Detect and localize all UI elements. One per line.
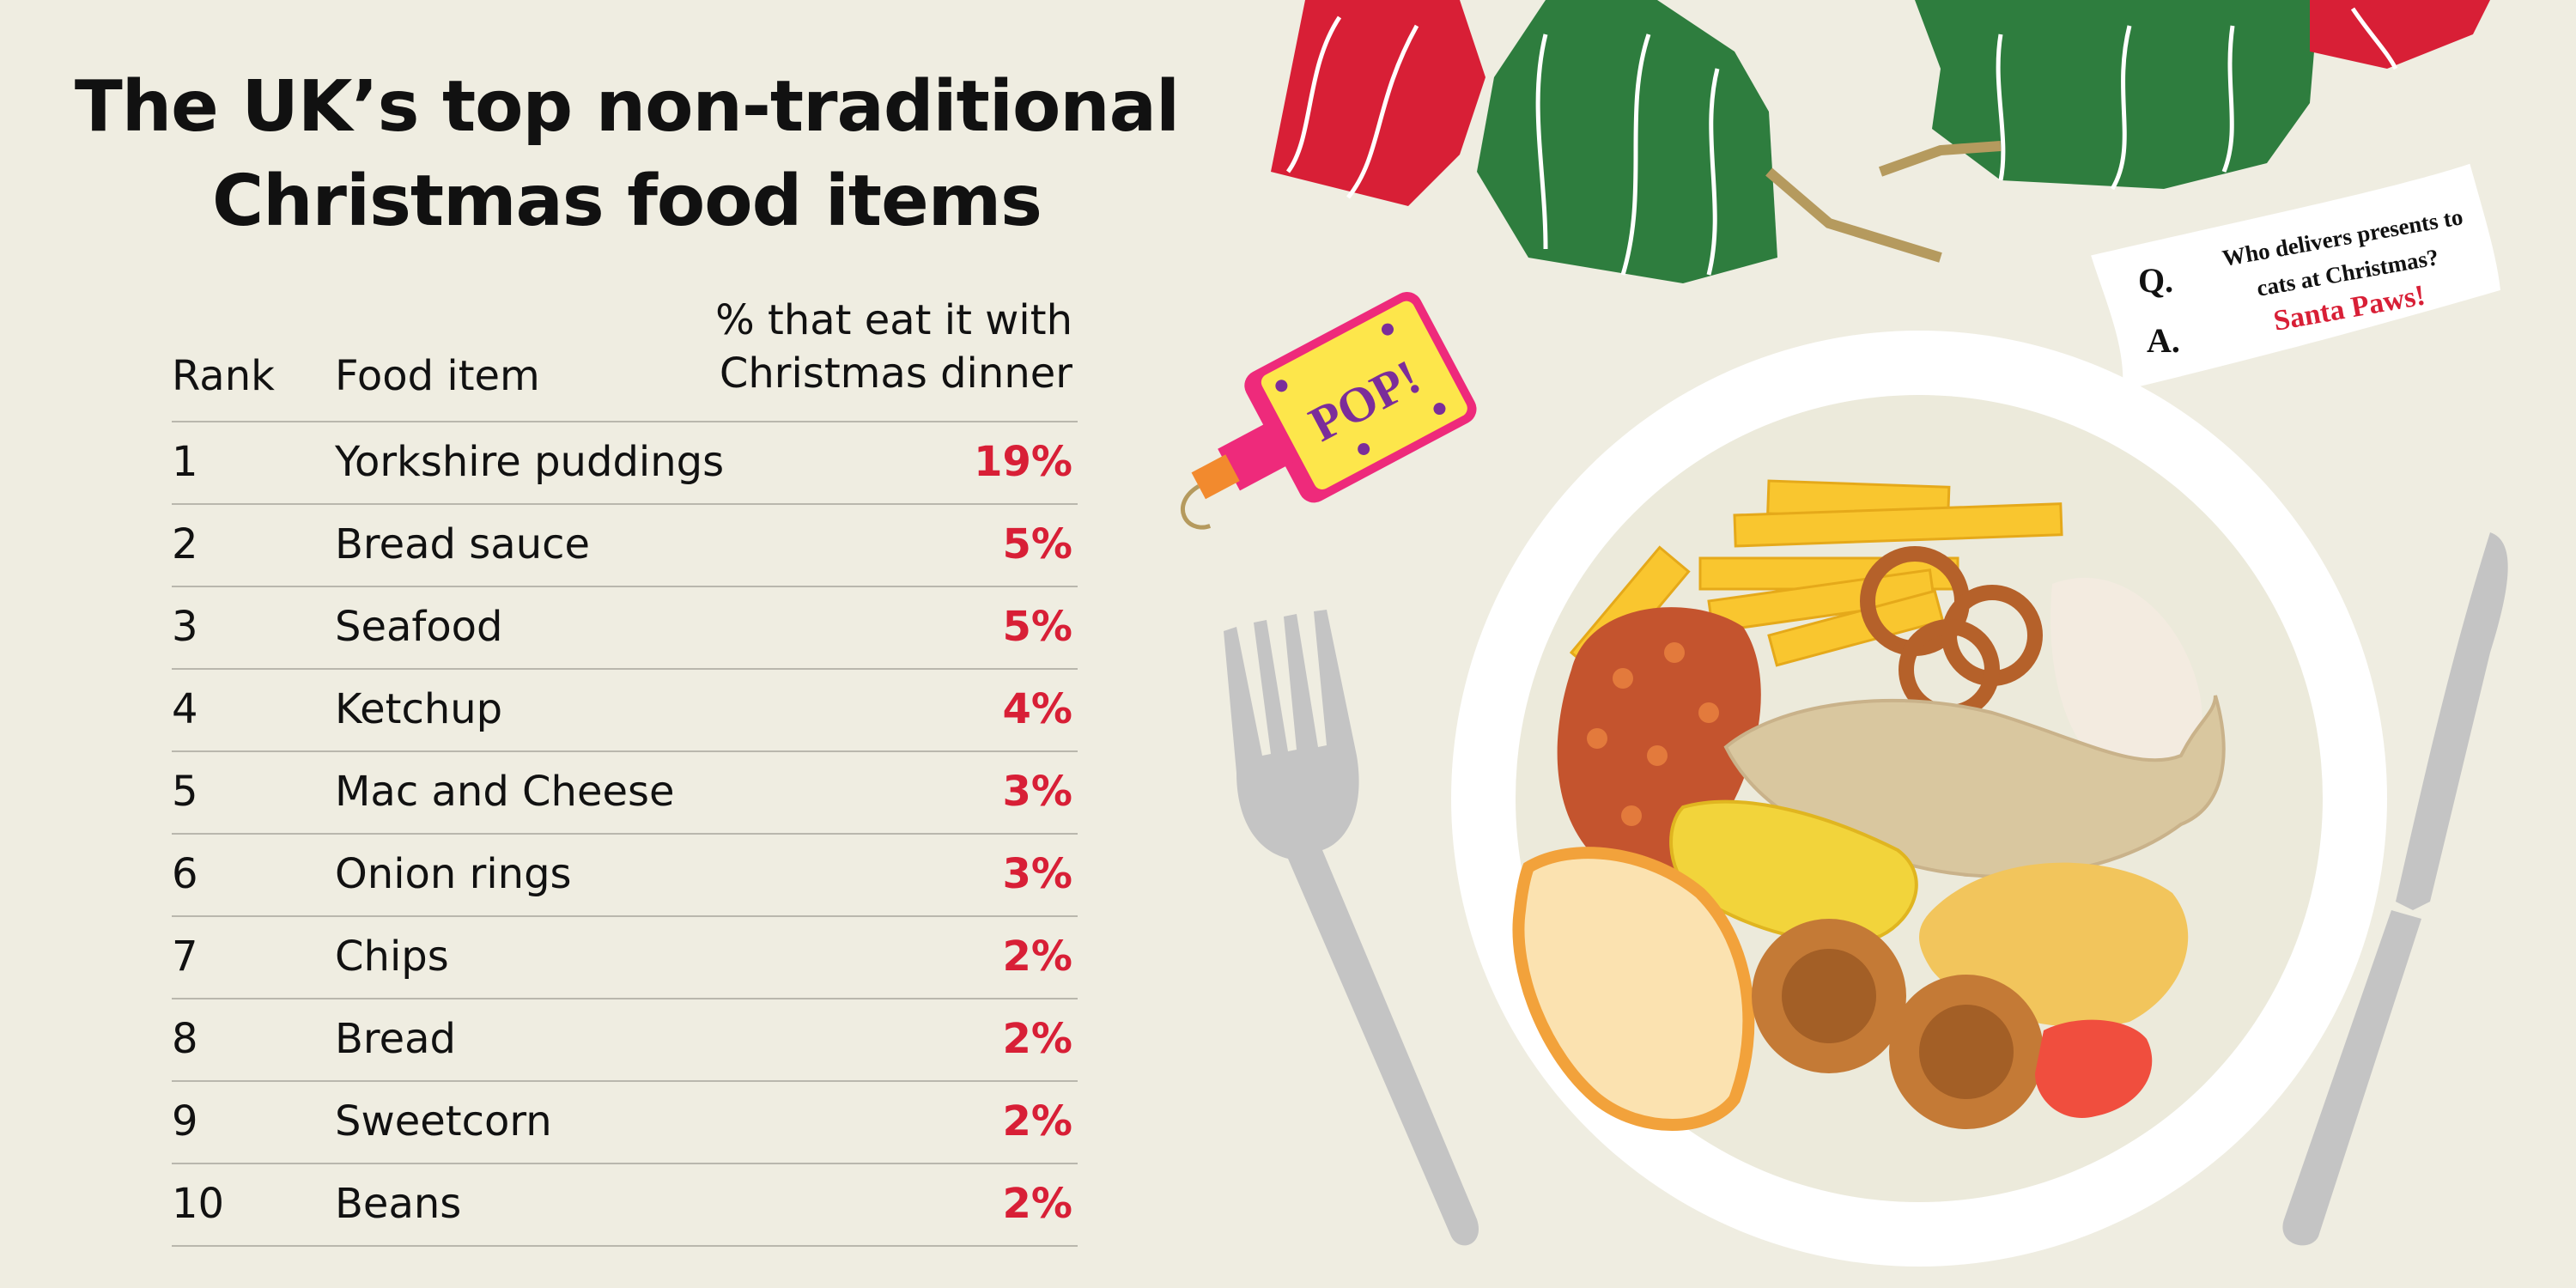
row-rank: 1	[172, 438, 198, 486]
joke-q-marker: Q.	[2138, 261, 2173, 300]
row-rank: 4	[172, 685, 198, 733]
row-percent: 2%	[1002, 1097, 1073, 1145]
bread-icon	[1512, 847, 1755, 1131]
cracker-green-left-icon	[1477, 0, 1777, 283]
table-row: 4 Ketchup 4%	[172, 668, 1078, 750]
row-percent: 4%	[1002, 685, 1073, 733]
table-row: 1 Yorkshire puddings 19%	[172, 421, 1078, 503]
row-food-item: Bread	[335, 1015, 457, 1063]
table-row: 6 Onion rings 3%	[172, 833, 1078, 915]
header-percent: % that eat it with Christmas dinner	[715, 294, 1072, 400]
row-food-item: Sweetcorn	[335, 1097, 552, 1145]
header-rank: Rank	[172, 352, 275, 400]
row-food-item: Seafood	[335, 603, 503, 651]
header-food-item: Food item	[335, 352, 540, 400]
title-line-2: Christmas food items	[211, 161, 1042, 242]
row-rank: 6	[172, 850, 198, 898]
row-percent: 5%	[1002, 603, 1073, 651]
joke-a-marker: A.	[2147, 321, 2180, 360]
row-rank: 5	[172, 768, 198, 816]
party-popper-icon: POP!	[1181, 291, 1477, 530]
row-percent: 2%	[1002, 933, 1073, 981]
table-row: 10 Beans 2%	[172, 1163, 1078, 1247]
row-rank: 8	[172, 1015, 198, 1063]
table-row: 7 Chips 2%	[172, 915, 1078, 998]
table-row: 3 Seafood 5%	[172, 586, 1078, 668]
row-rank: 7	[172, 933, 198, 981]
table-row: 8 Bread 2%	[172, 998, 1078, 1080]
row-food-item: Yorkshire puddings	[335, 438, 725, 486]
row-percent: 19%	[974, 438, 1072, 486]
row-food-item: Ketchup	[335, 685, 503, 733]
title-line-1: The UK’s top non-traditional	[74, 66, 1180, 148]
cracker-joke-paper	[2091, 163, 2500, 391]
cracker-string-icon	[1765, 167, 1942, 263]
table-header: Rank Food item % that eat it with Christ…	[172, 292, 1078, 421]
table-row: 2 Bread sauce 5%	[172, 503, 1078, 586]
header-percent-line-2: Christmas dinner	[719, 349, 1072, 398]
row-food-item: Bread sauce	[335, 520, 591, 568]
row-percent: 2%	[1002, 1015, 1073, 1063]
row-percent: 3%	[1002, 768, 1073, 816]
cracker-green-right-icon	[1915, 0, 2318, 191]
row-rank: 3	[172, 603, 198, 651]
row-food-item: Onion rings	[335, 850, 572, 898]
cracker-red-right-icon	[2310, 0, 2490, 70]
row-food-item: Beans	[335, 1180, 462, 1228]
table-body: 1 Yorkshire puddings 19% 2 Bread sauce 5% 3 Sea…	[172, 421, 1078, 1247]
ketchup-icon	[2035, 1019, 2153, 1118]
row-food-item: Chips	[335, 933, 449, 981]
row-rank: 10	[172, 1180, 225, 1228]
row-rank: 9	[172, 1097, 198, 1145]
table-row: 9 Sweetcorn 2%	[172, 1080, 1078, 1163]
fork-icon	[1224, 610, 1479, 1246]
page-title: The UK’s top non-traditional Christmas f…	[34, 60, 1219, 249]
cracker-red-left-icon	[1271, 0, 1485, 206]
row-rank: 2	[172, 520, 198, 568]
cracker-string-right-icon	[1878, 141, 2002, 177]
header-percent-line-1: % that eat it with	[715, 296, 1072, 344]
ranking-table: Rank Food item % that eat it with Christ…	[172, 292, 1078, 1247]
row-percent: 2%	[1002, 1180, 1073, 1228]
bread-sauce-icon	[2050, 577, 2202, 786]
row-percent: 3%	[1002, 850, 1073, 898]
knife-icon	[2282, 532, 2508, 1246]
yorkshire-puddings-icon	[1752, 919, 2044, 1129]
row-percent: 5%	[1002, 520, 1073, 568]
table-row: 5 Mac and Cheese 3%	[172, 750, 1078, 833]
row-food-item: Mac and Cheese	[335, 768, 675, 816]
